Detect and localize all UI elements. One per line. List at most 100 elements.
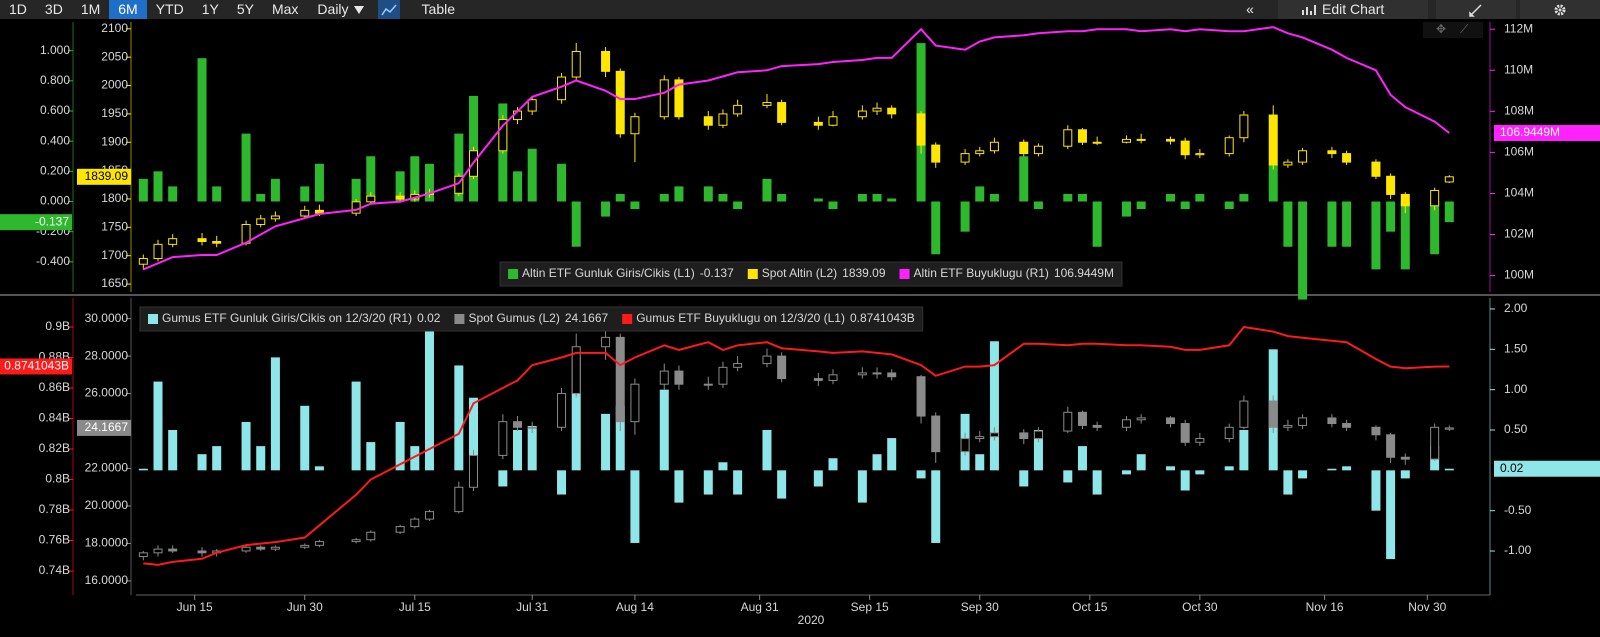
legend-label: Altin ETF Buyuklugu (R1) xyxy=(914,266,1049,280)
range-button[interactable]: 3D xyxy=(44,1,63,17)
bar xyxy=(1180,201,1190,210)
settings-button[interactable] xyxy=(1520,0,1600,19)
range-button[interactable]: 1M xyxy=(80,1,101,17)
bar xyxy=(762,430,772,471)
bar xyxy=(1033,201,1043,210)
bar xyxy=(454,133,464,202)
bar xyxy=(1386,201,1396,232)
candle-body xyxy=(674,370,684,385)
y-tick-label: 1.000 xyxy=(40,43,70,57)
candle-body xyxy=(256,546,266,550)
candle-body xyxy=(270,546,280,550)
candle-body xyxy=(366,531,376,541)
x-tick-label: Oct 15 xyxy=(1072,600,1108,614)
bar xyxy=(395,171,405,202)
range-button[interactable]: YTD xyxy=(155,1,184,17)
bar xyxy=(857,470,867,503)
annotate-button[interactable] xyxy=(1436,0,1516,19)
bar xyxy=(1268,163,1278,202)
x-tick-label: Jul 15 xyxy=(399,600,431,614)
y-tick-label: 1800 xyxy=(101,191,128,205)
candle-body xyxy=(1444,427,1454,430)
candle-body xyxy=(630,116,640,135)
chart-type-button[interactable] xyxy=(377,0,400,19)
candle-body xyxy=(857,372,867,376)
candle-body xyxy=(1224,426,1234,440)
candle-body xyxy=(703,116,713,126)
bar xyxy=(498,470,508,487)
x-tick-label: Sep 15 xyxy=(851,600,889,614)
interval-label: Daily xyxy=(317,1,349,17)
y-tick-label: 0.84B xyxy=(39,411,70,425)
y-tick-label: -0.400 xyxy=(36,254,70,268)
bar xyxy=(674,186,684,202)
bar xyxy=(1342,466,1352,471)
range-button[interactable]: 1D xyxy=(9,1,27,17)
candle-body xyxy=(718,113,728,126)
y-tick-label: 1750 xyxy=(101,220,128,234)
candle-body xyxy=(960,438,970,453)
collapse-button[interactable]: « xyxy=(1246,1,1254,17)
bar xyxy=(557,470,567,495)
bar xyxy=(1342,201,1352,247)
y-tick-label: 0.9B xyxy=(45,319,70,333)
candle-body xyxy=(1430,189,1440,207)
candle-body xyxy=(1063,129,1073,147)
legend-swatch xyxy=(747,269,758,279)
range-button[interactable]: 6M xyxy=(109,0,147,19)
candle-body xyxy=(615,336,625,423)
bar xyxy=(424,325,434,471)
range-button[interactable]: Max xyxy=(271,1,299,17)
candle-body xyxy=(1121,138,1131,143)
range-button[interactable]: 5Y xyxy=(236,1,254,17)
y-tick-label: 0.200 xyxy=(40,164,70,178)
y-tick-label: 108M xyxy=(1504,103,1534,117)
candle-body xyxy=(916,376,926,417)
bar xyxy=(1239,430,1249,471)
bar xyxy=(872,454,882,471)
line xyxy=(142,26,1450,271)
bar xyxy=(931,201,941,255)
candle-body xyxy=(1077,129,1087,143)
legend-box xyxy=(499,261,1123,287)
legend-swatch xyxy=(454,314,465,324)
bar xyxy=(300,405,310,471)
candle-body xyxy=(1386,175,1396,195)
candle-body xyxy=(828,116,838,126)
range-button[interactable]: 1Y xyxy=(201,1,219,17)
candle-body xyxy=(1195,153,1205,156)
candle-body xyxy=(1342,153,1352,163)
candle-body xyxy=(1268,400,1278,428)
y-tick-label: 100M xyxy=(1504,268,1534,282)
legend-label: Altin ETF Gunluk Giris/Cikis (L1) xyxy=(522,266,695,280)
bar xyxy=(454,365,464,471)
legend-value: -0.137 xyxy=(700,266,734,280)
x-tick-label: Nov 16 xyxy=(1306,600,1344,614)
legend-box xyxy=(139,306,924,332)
candle-body xyxy=(153,243,163,260)
bar xyxy=(1077,446,1087,471)
annotate-icon xyxy=(1469,3,1482,17)
edit-chart-button[interactable]: Edit Chart xyxy=(1278,0,1428,19)
bar xyxy=(300,186,310,202)
x-tick-label: Jul 31 xyxy=(516,600,548,614)
bar xyxy=(1283,470,1293,495)
bar xyxy=(813,470,823,487)
candle-body xyxy=(828,374,838,381)
interval-dropdown[interactable]: Daily xyxy=(307,0,373,19)
value-tag xyxy=(0,358,72,375)
candle-body xyxy=(1371,161,1381,177)
candle-body xyxy=(659,79,669,118)
table-button[interactable]: Table xyxy=(421,1,456,17)
candle-body xyxy=(513,421,523,428)
bar xyxy=(1092,201,1102,247)
candle-body xyxy=(498,119,508,152)
y-tick-label: 104M xyxy=(1504,186,1534,200)
y-tick-label: 102M xyxy=(1504,227,1534,241)
candle-body xyxy=(1195,438,1205,443)
candle-body xyxy=(601,336,611,348)
candle-body xyxy=(1239,114,1249,139)
bar xyxy=(1224,201,1234,210)
